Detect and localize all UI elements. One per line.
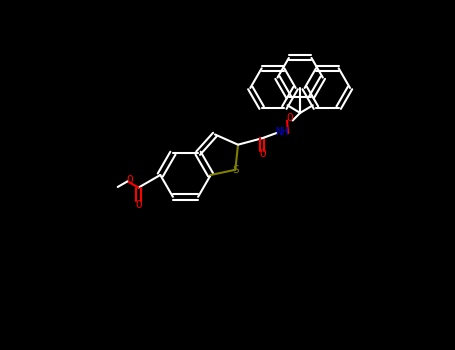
Text: O: O: [126, 175, 133, 184]
Text: O: O: [135, 200, 142, 210]
Text: NH: NH: [276, 127, 289, 137]
Text: O: O: [287, 113, 293, 122]
Text: O: O: [259, 149, 266, 159]
Text: S: S: [232, 165, 239, 175]
